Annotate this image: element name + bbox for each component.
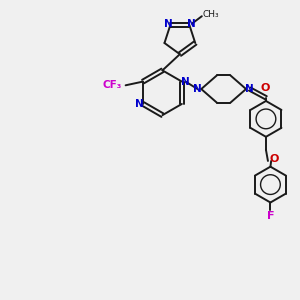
Text: O: O bbox=[269, 154, 279, 164]
Text: N: N bbox=[193, 84, 202, 94]
Text: O: O bbox=[260, 83, 269, 93]
Text: N: N bbox=[181, 76, 190, 87]
Text: N: N bbox=[188, 19, 196, 29]
Text: CF₃: CF₃ bbox=[102, 80, 122, 90]
Text: N: N bbox=[245, 84, 254, 94]
Text: N: N bbox=[135, 99, 144, 109]
Text: CH₃: CH₃ bbox=[202, 10, 219, 19]
Text: F: F bbox=[267, 211, 274, 221]
Text: N: N bbox=[164, 19, 173, 29]
